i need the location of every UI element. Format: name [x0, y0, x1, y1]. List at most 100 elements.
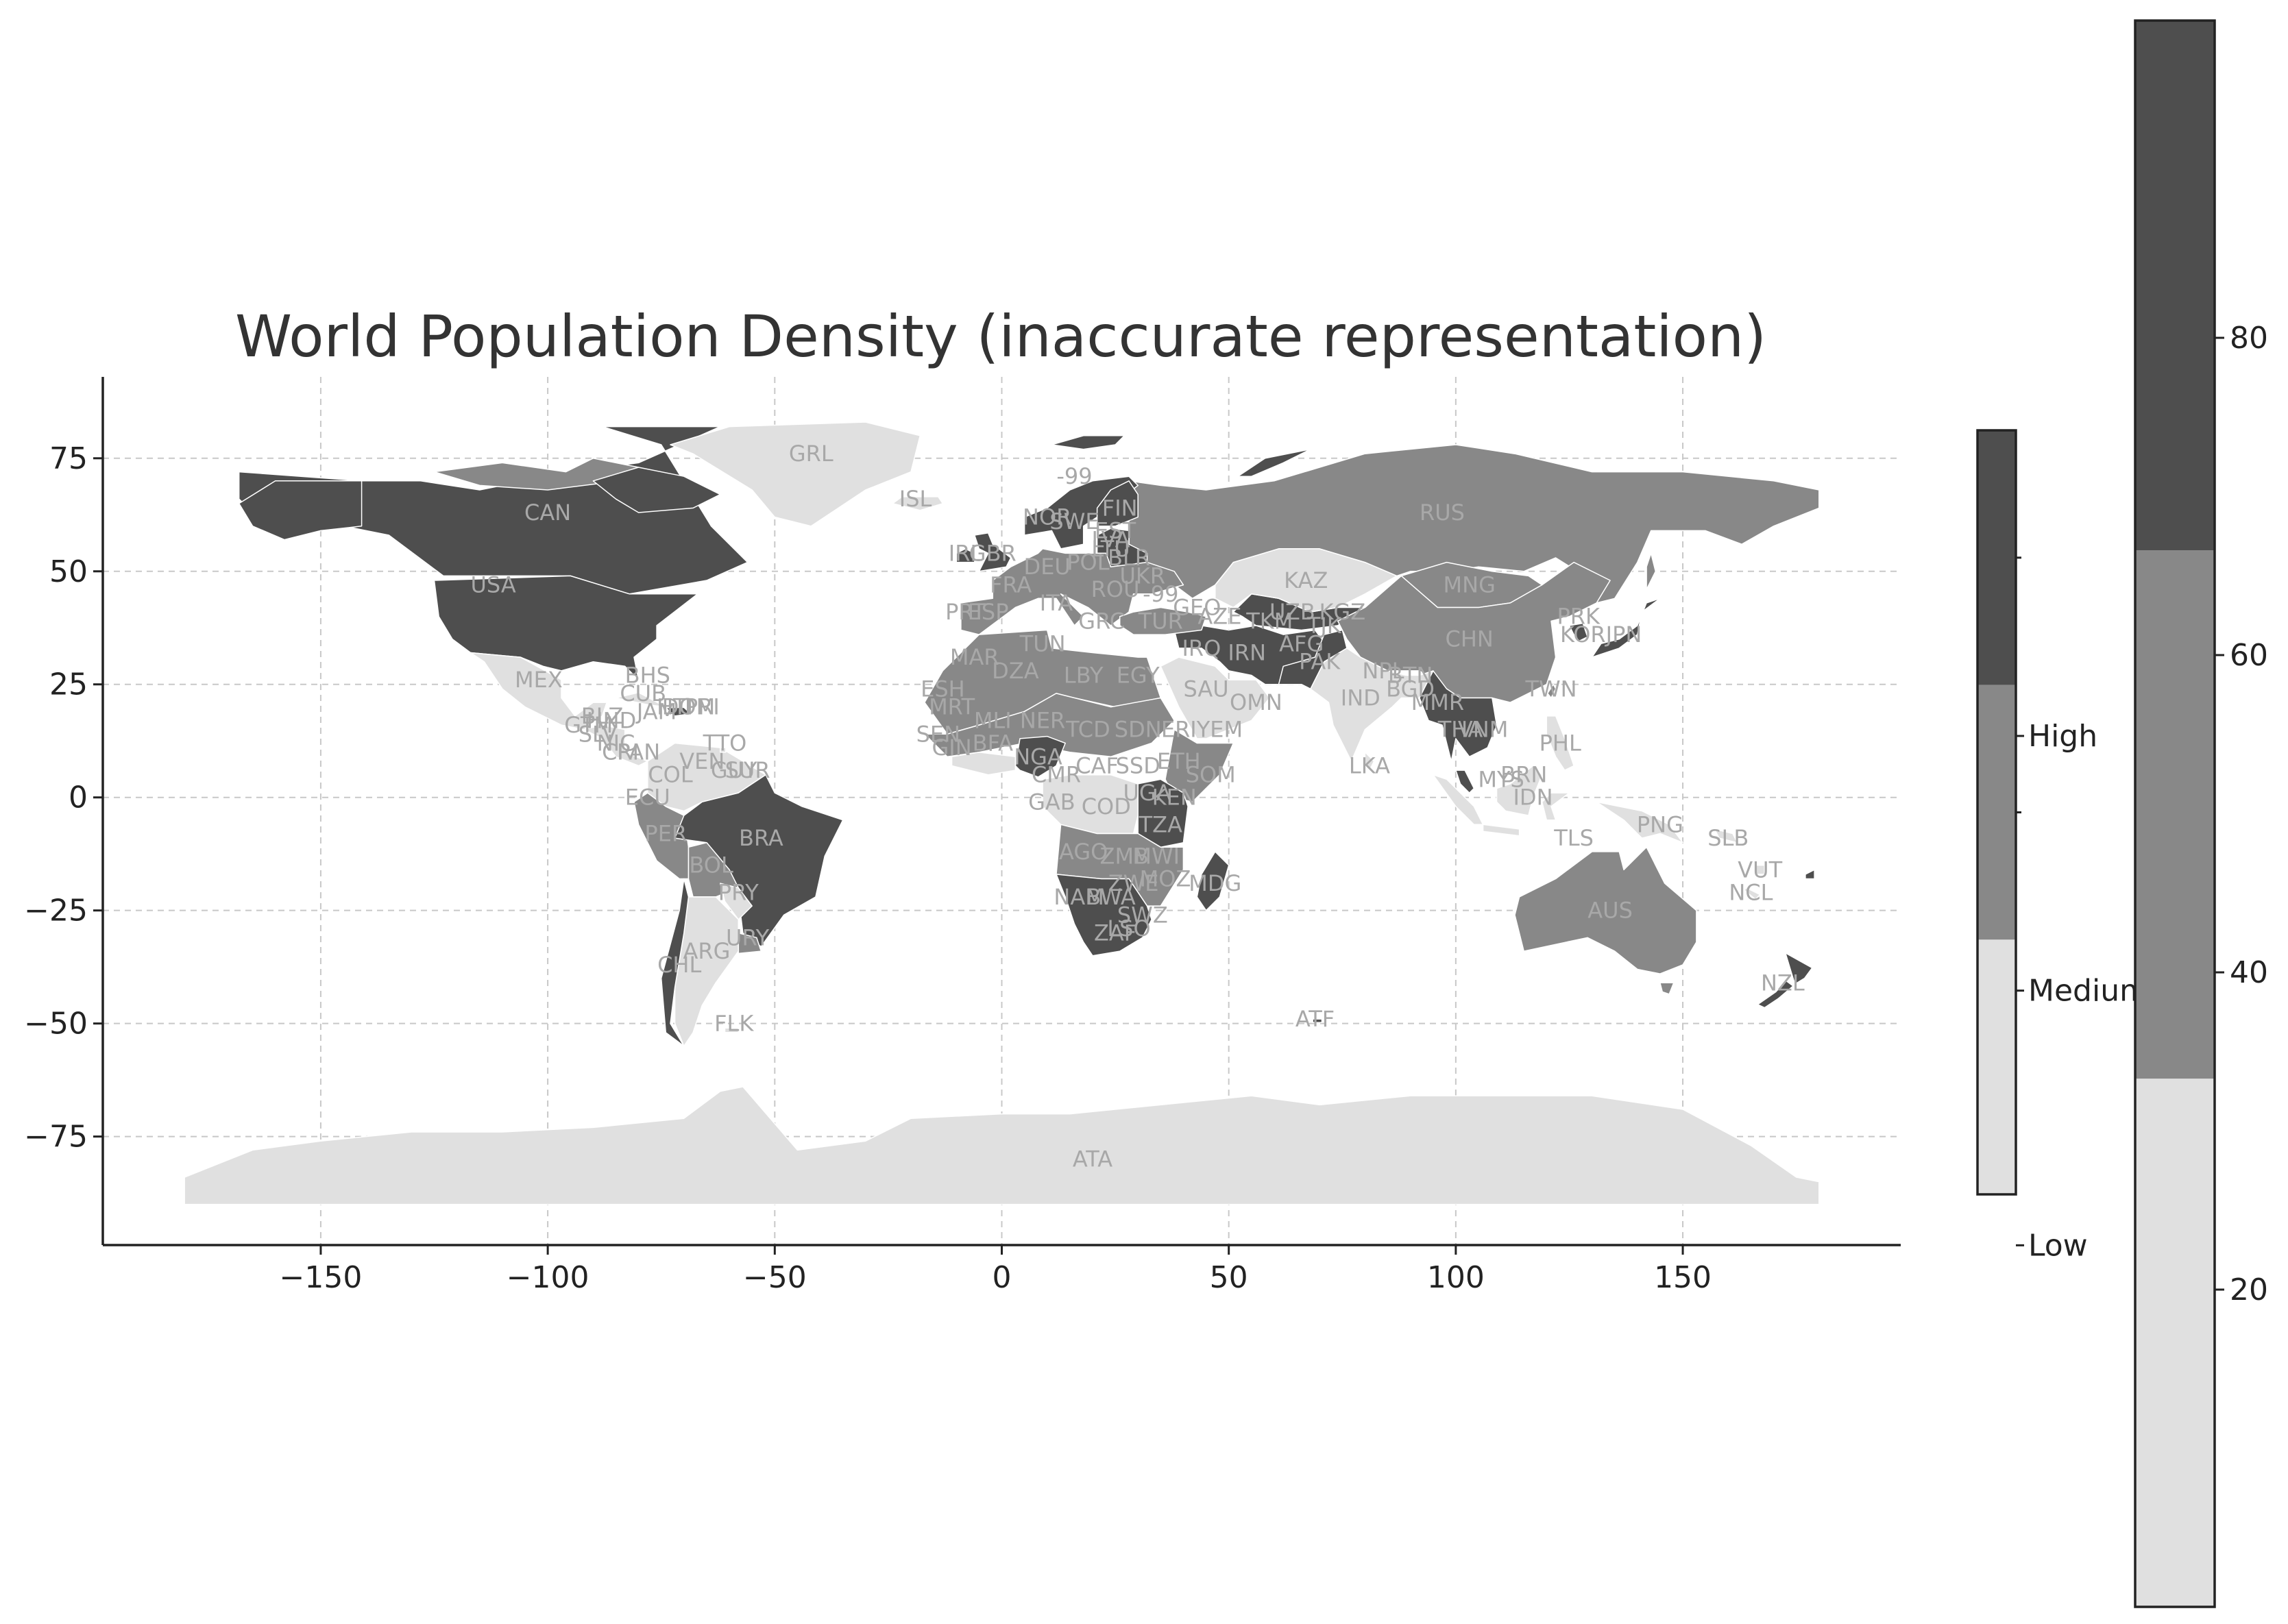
country-label: ARG	[683, 938, 731, 964]
land-turkey	[1119, 606, 1207, 635]
colorbar-tick-label: 80	[2230, 321, 2268, 356]
land-iceland	[892, 496, 944, 511]
land-britain	[974, 532, 1012, 572]
country-label: TZA	[1139, 811, 1182, 837]
land-usa	[433, 575, 698, 680]
country-label: BRA	[739, 825, 783, 851]
land-paraguay	[720, 883, 753, 920]
country-label: MEX	[515, 667, 563, 693]
country-label: LBY	[1064, 663, 1104, 689]
country-label: TUN	[1019, 630, 1066, 656]
country-label: JPN	[1605, 622, 1642, 648]
country-label: ROU	[1091, 576, 1140, 602]
country-label: PRY	[718, 879, 759, 905]
y-tick-label: 25	[49, 667, 88, 702]
colorbar-tick-label: 20	[2230, 1272, 2268, 1307]
country-label: TWN	[1524, 676, 1577, 702]
legend-swatch-low	[1977, 939, 2016, 1194]
land-trinidad	[720, 747, 727, 753]
country-label: RUS	[1420, 500, 1465, 526]
country-label: PNG	[1637, 811, 1683, 837]
country-label: LSO	[1107, 915, 1150, 942]
country-label: EST	[1095, 517, 1136, 543]
country-label: TCD	[1065, 717, 1110, 743]
country-label: ERI	[1161, 717, 1197, 743]
country-label: DZA	[992, 658, 1039, 684]
land-congo-low	[1042, 774, 1139, 835]
value-colorbar: 80 60 40 20	[2134, 19, 2268, 1608]
land-australia	[1514, 846, 1697, 974]
x-tick-label: −100	[507, 1260, 589, 1295]
country-label: LTU	[1091, 536, 1130, 562]
country-label: ITA	[1040, 590, 1073, 616]
country-label: KAZ	[1284, 567, 1328, 593]
axes: −150 −100 −50 0 50 100 150 75 50 25 0 −25 −50 −75	[24, 377, 1901, 1295]
land-chile	[660, 878, 690, 1047]
land-svalbard	[1051, 435, 1125, 450]
country-label: TKM	[1245, 608, 1293, 634]
land-antarctica	[184, 1086, 1820, 1205]
country-label: MYS	[1478, 766, 1524, 792]
country-label: -99	[1056, 463, 1092, 489]
country-label: IDN	[1513, 785, 1553, 811]
land-philippines	[1546, 715, 1574, 771]
country-label: NOR	[1023, 504, 1071, 530]
country-label: GIN	[932, 735, 972, 761]
country-label: FLK	[714, 1011, 754, 1037]
country-label: MRT	[929, 694, 975, 720]
country-label: LKA	[1349, 753, 1390, 779]
land-hispaniola	[665, 706, 692, 717]
country-label: BRN	[1500, 762, 1547, 788]
country-label: SSD	[1116, 753, 1160, 779]
country-label: CAN	[524, 500, 571, 526]
country-label: MDG	[1189, 870, 1241, 896]
country-label: VEN	[679, 748, 725, 774]
legend-label: Medium	[2028, 974, 2149, 1009]
country-label: ISL	[899, 486, 932, 512]
country-label: SLV	[579, 721, 618, 747]
country-label: SUR	[725, 757, 770, 783]
x-tick-label: −50	[743, 1260, 807, 1295]
country-label: PHL	[1539, 730, 1581, 756]
country-label: GRL	[789, 441, 833, 467]
land-malay-pen	[1455, 770, 1475, 793]
country-label: SDN	[1115, 717, 1162, 743]
country-label: VUT	[1738, 857, 1782, 883]
country-label: AUS	[1587, 898, 1633, 924]
land-tasmania	[1659, 982, 1675, 995]
country-label: COD	[1082, 793, 1131, 820]
legend-label: High	[2028, 719, 2097, 754]
country-label: PAK	[1299, 649, 1341, 675]
country-label: -99	[1143, 581, 1178, 607]
x-tick-label: 50	[1210, 1260, 1248, 1295]
land-new-caledonia	[1743, 887, 1761, 900]
land-atf	[1312, 1018, 1323, 1024]
country-label: SLB	[1707, 825, 1749, 851]
land-nigeria	[1014, 735, 1066, 778]
x-tick-label: 0	[993, 1260, 1012, 1295]
x-tick-label: 100	[1427, 1260, 1485, 1295]
land-sulawesi	[1541, 792, 1570, 821]
country-label: SEN	[916, 721, 960, 747]
y-tick-label: −50	[24, 1007, 88, 1042]
category-legend: High Medium Low	[1976, 429, 2149, 1263]
country-label: AFG	[1279, 630, 1324, 656]
land-greenland	[670, 421, 921, 527]
country-label: KGZ	[1319, 599, 1365, 625]
colorbar-frame	[2134, 19, 2216, 1608]
country-label: FIN	[1102, 495, 1138, 521]
country-label: MOZ	[1140, 866, 1191, 892]
land-mexico	[470, 652, 607, 730]
land-arabia	[1160, 656, 1271, 739]
country-label: FRA	[990, 572, 1032, 598]
country-label: MWI	[1132, 844, 1180, 870]
country-label: CHL	[657, 952, 701, 978]
country-label: GEO	[1173, 595, 1221, 621]
y-tick-label: 50	[49, 554, 88, 589]
country-label: DEU	[1024, 554, 1071, 580]
country-label: NPL	[1362, 658, 1404, 684]
country-label: USA	[470, 572, 515, 598]
country-label: GAB	[1028, 789, 1075, 815]
country-label: COL	[648, 762, 693, 788]
